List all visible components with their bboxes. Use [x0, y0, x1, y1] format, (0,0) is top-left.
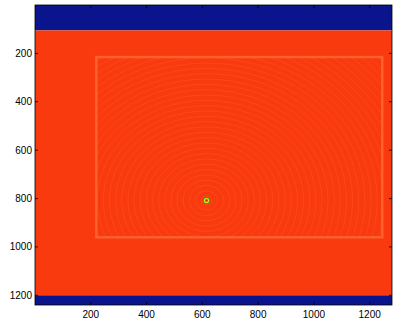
x-tick: [90, 302, 91, 305]
x-tick-label: 800: [250, 309, 267, 320]
region: [35, 30, 392, 295]
ring: [134, 138, 279, 238]
ring: [122, 127, 292, 237]
y-tick-label: 200: [15, 48, 32, 59]
ring: [96, 57, 382, 237]
rings: [96, 57, 382, 237]
ring: [96, 57, 382, 237]
ring: [96, 57, 382, 237]
y-tick: [35, 246, 38, 247]
ring: [96, 57, 382, 237]
ring: [103, 111, 309, 237]
ring: [96, 57, 382, 237]
ring: [189, 185, 224, 215]
x-tick-label: 600: [194, 309, 211, 320]
ring: [96, 100, 322, 237]
ring: [152, 154, 260, 238]
ring: [96, 63, 365, 237]
ring: [96, 90, 334, 238]
spot: [204, 198, 209, 203]
ring: [146, 148, 266, 237]
ring: [96, 84, 340, 237]
ring: [96, 58, 371, 238]
x-tick-label: 1000: [303, 309, 326, 320]
x-tick: [369, 302, 370, 305]
ring: [195, 191, 217, 210]
ring: [202, 196, 212, 205]
x-tick: [90, 5, 91, 8]
y-tick-label: 1000: [10, 241, 33, 252]
ring: [140, 143, 273, 237]
x-tick-label: 200: [82, 309, 99, 320]
y-tick-label: 400: [15, 96, 32, 107]
y-tick: [389, 198, 392, 199]
ring: [96, 57, 382, 237]
x-tick: [146, 5, 147, 8]
ring: [116, 122, 298, 238]
inner-frame: [96, 57, 382, 237]
ring: [171, 170, 242, 232]
x-tick: [313, 302, 314, 305]
spot-halo: [203, 197, 210, 204]
ring: [165, 164, 249, 237]
y-tick: [35, 295, 38, 296]
ring: [96, 57, 382, 237]
ring: [159, 159, 255, 237]
ring: [96, 57, 382, 237]
y-tick-label: 800: [15, 193, 32, 204]
x-tick: [202, 302, 203, 305]
y-tick: [389, 246, 392, 247]
ring: [96, 57, 382, 237]
ring: [96, 57, 382, 237]
ring: [177, 175, 236, 226]
ring: [183, 180, 230, 221]
y-tick-label: 1200: [10, 290, 33, 301]
region: [35, 5, 392, 30]
y-tick: [389, 53, 392, 54]
x-tick: [258, 5, 259, 8]
ring: [96, 95, 328, 237]
y-tick: [389, 150, 392, 151]
ring: [96, 57, 382, 237]
x-tick: [202, 5, 203, 8]
region: [35, 295, 392, 305]
ring: [109, 116, 303, 237]
y-tick: [389, 101, 392, 102]
plot-area: [35, 5, 392, 305]
y-tick: [35, 150, 38, 151]
x-tick: [313, 5, 314, 8]
x-tick: [146, 302, 147, 305]
x-tick: [369, 5, 370, 8]
x-tick: [258, 302, 259, 305]
ring: [128, 132, 285, 237]
ring: [96, 57, 382, 237]
y-tick: [35, 53, 38, 54]
x-tick-label: 400: [138, 309, 155, 320]
ring: [96, 57, 377, 237]
ring: [96, 74, 352, 238]
y-tick-label: 600: [15, 145, 32, 156]
y-tick: [35, 198, 38, 199]
y-tick: [389, 295, 392, 296]
ring: [96, 57, 382, 237]
y-tick: [35, 101, 38, 102]
ring: [96, 57, 382, 237]
x-tick-label: 1200: [359, 309, 382, 320]
axes-frame: [35, 5, 392, 305]
chart: 200 400 600 800 1000 1200 200 400 600 800 1000 1200: [0, 0, 398, 326]
ring: [96, 68, 358, 237]
ring: [96, 57, 382, 237]
spot-core: [205, 199, 207, 201]
